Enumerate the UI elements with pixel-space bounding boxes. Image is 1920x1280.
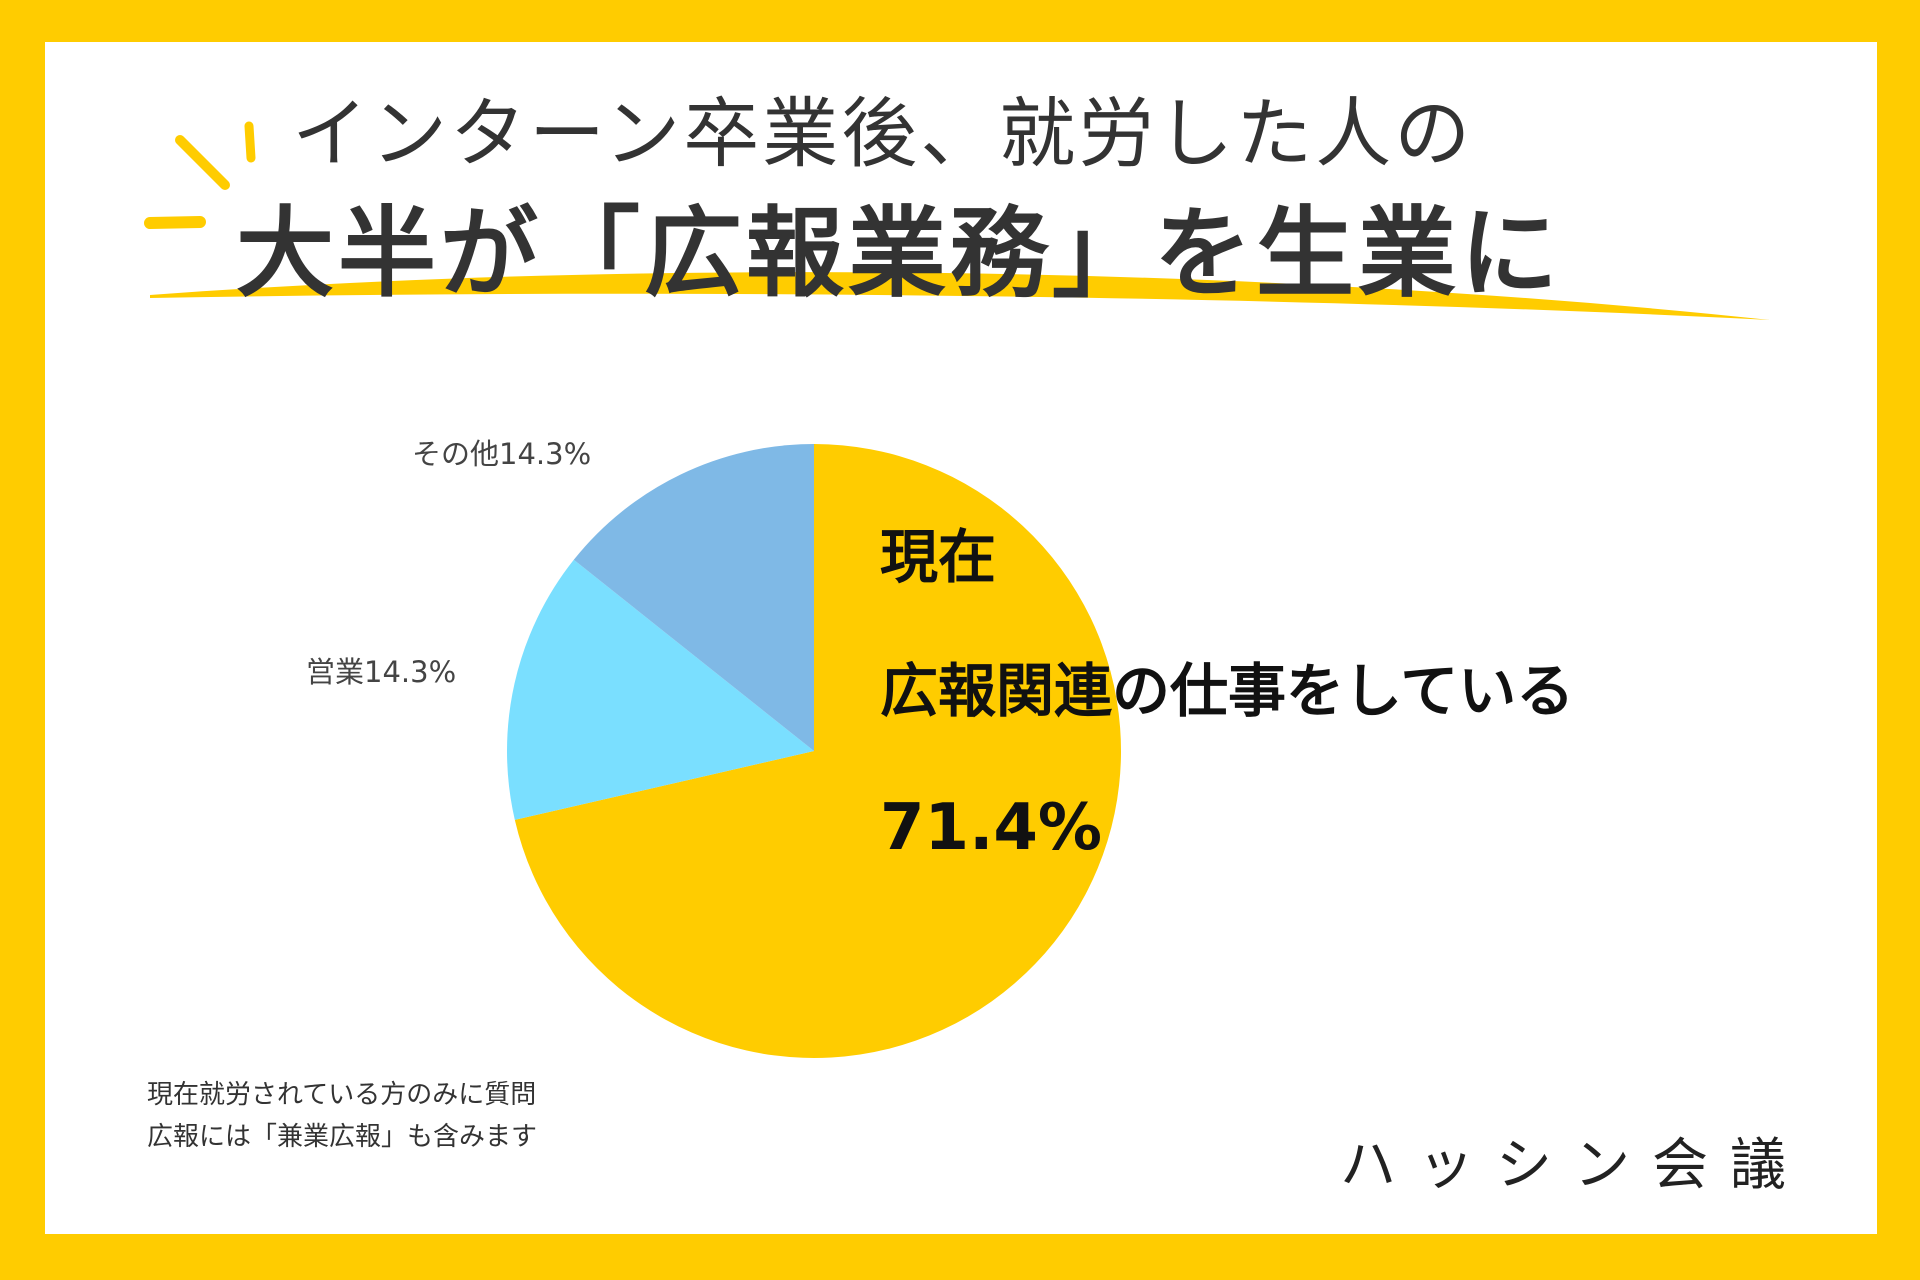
footnote-2: 広報には「兼業広報」も含みます [147, 1122, 538, 1152]
pie-slice-2 [573, 444, 814, 751]
main-slice-label-line-1: 現在 [880, 523, 997, 591]
sparkle-icon [144, 121, 256, 229]
footnote-1: 現在就労されている方のみに質問 [147, 1080, 537, 1110]
slice-label-sales: 営業14.3% [306, 655, 457, 689]
main-slice-label-line-2: 広報関連の仕事をしている [880, 657, 1575, 725]
main-slice-percent: 71.4% [880, 791, 1103, 865]
pie-slice-0 [514, 444, 1121, 1058]
pie-slice-1 [507, 559, 814, 820]
pie-chart [507, 444, 1121, 1058]
title-line-2: 大半が「広報業務」を生業に [236, 197, 1563, 311]
slice-label-other: その他14.3% [412, 437, 592, 471]
main-slice-label: 現在 広報関連の仕事をしている 71.4% [880, 528, 1574, 936]
title-line-1: インターン卒業後、就労した人の [292, 89, 1474, 178]
brand-logo: ハッシン会議 [1340, 1133, 1808, 1198]
footnotes: 現在就労されている方のみに質問 広報には「兼業広報」も含みます [147, 1074, 537, 1158]
title-underline-swoosh [150, 272, 1770, 320]
